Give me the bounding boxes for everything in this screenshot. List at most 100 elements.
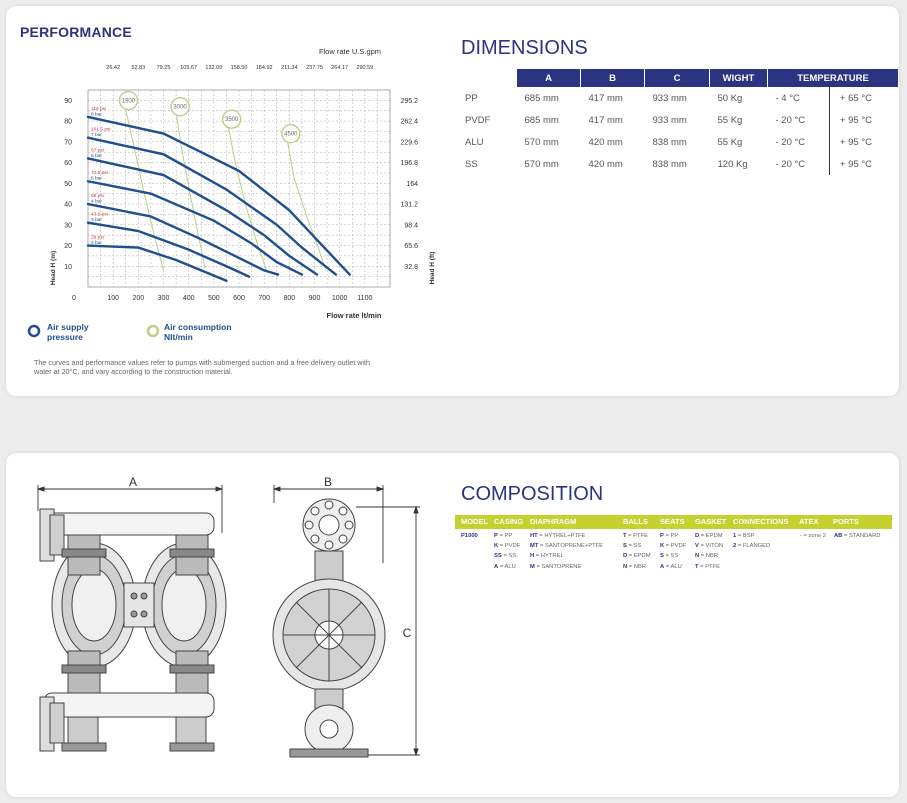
performance-title: PERFORMANCE — [20, 24, 132, 40]
dimensions-cell-material: SS — [465, 158, 478, 170]
composition-connections-item-label: BSP — [742, 533, 755, 539]
composition-balls-item: T = PTFE — [623, 533, 648, 539]
pressure-bar-label: 6 bar — [91, 153, 102, 159]
dimensions-row: PP 685 mm 417 mm 933 mm 50 Kg - 4 °C + 65 °C — [461, 87, 899, 109]
air-consumption-legend-label: Air consumption — [164, 322, 232, 332]
composition-atex-item-label: - = zone 2 — [800, 533, 826, 539]
composition-seats-item-label: ALU — [670, 564, 682, 570]
bottom-tick-label: 1100 — [357, 295, 372, 302]
top-tick-label: 184.92 — [256, 65, 273, 71]
dimensions-cell-c: 838 mm — [652, 136, 687, 148]
bottom-tick-label: 300 — [158, 295, 170, 302]
top-tick-label: 211.34 — [281, 65, 297, 71]
dimensions-cell-weight: 120 Kg — [717, 158, 748, 170]
dimensions-cell-b: 420 mm — [588, 158, 623, 170]
dimensions-cell-b: 417 mm — [588, 114, 623, 126]
composition-diaphragm-item-label: SANTOPRENE+PTFE — [544, 543, 604, 549]
composition-casing-item: K = PVDF — [494, 543, 521, 549]
composition-casing-item: P = PP — [494, 533, 513, 539]
composition-gasket-item-label: VITON — [705, 543, 724, 549]
composition-seats-item: K = PVDF — [660, 543, 687, 549]
composition-header-model: MODEL — [461, 517, 489, 526]
dimensions-cell-tmin: - 20 °C — [767, 131, 830, 153]
dimensions-row: ALU 570 mm 420 mm 838 mm 55 Kg - 20 °C + 95 °C — [461, 131, 899, 153]
air-supply-legend-label: Air supply — [47, 322, 89, 332]
dimensions-cell-material: PP — [465, 92, 478, 104]
consumption-marker — [170, 97, 190, 117]
composition-gasket-item-label: NBR — [705, 553, 719, 559]
dimensions-cell-a: 570 mm — [524, 158, 559, 170]
pressure-bar-label: 4 bar — [91, 199, 102, 205]
performance-card: PERFORMANCE Flow rate U.S.gpm 26.42 52.83 7… — [6, 6, 899, 396]
dimensions-row: PVDF 685 mm 417 mm 933 mm 55 Kg - 20 °C + 95 °… — [461, 109, 899, 131]
composition-connections-item: 2 = FLANGED — [733, 543, 771, 549]
dimensions-cell-weight: 55 Kg — [717, 136, 743, 148]
composition-ports-item-code: AB — [834, 533, 843, 539]
dimensions-cell-weight: 50 Kg — [717, 92, 743, 104]
bottom-tick-label: 500 — [208, 295, 220, 302]
composition-connections-item-code: 2 — [733, 543, 737, 549]
consumption-marker — [281, 123, 301, 144]
top-tick-label: 105.67 — [180, 65, 197, 71]
top-axis-title: Flow rate U.S.gpm — [319, 47, 381, 56]
dimensions-header-row: A B C WIGHT TEMPERATURE — [461, 69, 899, 87]
top-tick-label: 237.75 — [306, 65, 323, 71]
bottom-tick-label: 600 — [233, 295, 245, 302]
left-tick-label: 20 — [64, 243, 72, 250]
bottom-tick-label: 900 — [309, 295, 321, 302]
composition-connections-item-label: FLANGED — [742, 543, 771, 549]
dimensions-title: DIMENSIONS — [461, 37, 588, 59]
composition-casing-item-code: P — [494, 533, 498, 539]
composition-seats-item-code: S — [660, 553, 664, 559]
composition-gasket-item-code: V — [695, 543, 699, 549]
pressure-bar-label: 5 bar — [91, 176, 102, 182]
composition-casing-item-label: SS — [508, 553, 517, 559]
dimensions-cell-c: 933 mm — [652, 92, 687, 104]
composition-header-seats: SEATS — [660, 517, 685, 526]
dimensions-header-temperature: TEMPERATURE — [767, 69, 899, 87]
composition-casing-item-label: PP — [504, 533, 513, 539]
left-tick-label: 60 — [64, 160, 72, 167]
pressure-psi-label: 116 psi — [91, 106, 106, 112]
composition-seats-item: S = SS — [660, 553, 679, 559]
pressure-bar-label: 8 bar — [91, 111, 102, 117]
left-tick-label: 80 — [64, 119, 72, 126]
dimensions-cell-c: 933 mm — [652, 114, 687, 126]
composition-diaphragm-item-code: HT — [530, 533, 538, 539]
pressure-curve — [86, 202, 280, 276]
pressure-psi-label: 87 psi — [91, 147, 104, 153]
composition-balls-item-label: NBR — [633, 564, 647, 570]
left-tick-label: 90 — [64, 98, 72, 105]
consumption-curve — [286, 137, 327, 271]
right-tick-label: 229.6 — [400, 139, 418, 146]
dimensions-cell-c: 838 mm — [652, 158, 687, 170]
air-consumption-legend-icon — [146, 324, 160, 338]
composition-balls-item: S = SS — [623, 543, 642, 549]
bottom-tick-label: 1000 — [332, 295, 348, 302]
bottom-tick-label: 0 — [72, 295, 76, 302]
composition-gasket-item-label: EPDM — [705, 533, 723, 539]
composition-balls-item: D = EPDM — [623, 553, 651, 559]
top-tick-label: 52.83 — [131, 65, 145, 71]
dimensions-cell-weight: 55 Kg — [717, 114, 743, 126]
performance-note-line2: water at 20°C, and vary according to the… — [33, 367, 233, 376]
composition-gasket-item-code: D — [695, 533, 700, 539]
dimensions-header-c: C — [644, 69, 710, 87]
pressure-bar-label: 2 bar — [91, 240, 102, 246]
composition-title: COMPOSITION — [461, 483, 604, 505]
air-consumption-legend-label-2: Nlt/min — [164, 332, 193, 342]
left-tick-label: 40 — [64, 202, 72, 209]
dimensions-cell-a: 685 mm — [524, 114, 559, 126]
composition-gasket-item: T = PTFE — [695, 564, 720, 570]
composition-gasket-item: D = EPDM — [695, 533, 723, 539]
pressure-curve — [86, 180, 304, 276]
left-tick-label: 50 — [64, 181, 72, 188]
composition-header-connections: CONNECTIONS — [733, 517, 789, 526]
right-tick-label: 98.4 — [404, 222, 418, 229]
right-tick-label: 65.6 — [404, 243, 418, 250]
right-tick-label: 32.8 — [404, 264, 418, 271]
dimensions-cell-b: 420 mm — [588, 136, 623, 148]
composition-balls-item: N = NBR — [623, 564, 647, 570]
dimensions-cell-tmin: - 4 °C — [767, 87, 830, 109]
dimensions-cell-tmax: + 65 °C — [839, 92, 872, 104]
